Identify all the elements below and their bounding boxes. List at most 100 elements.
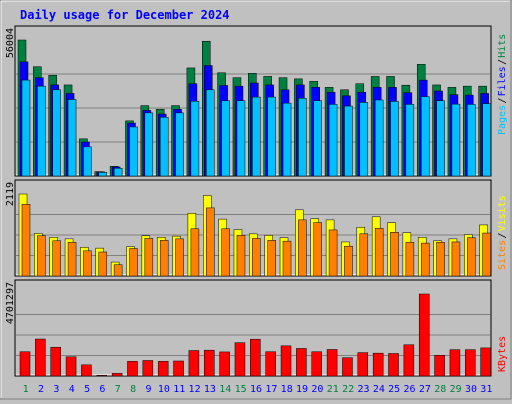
day-label-14: 14 xyxy=(219,384,231,395)
bar-pages-day-3 xyxy=(52,89,61,177)
bar-sites-day-28 xyxy=(436,242,445,277)
bar-sites-day-22 xyxy=(344,245,353,277)
bar-sites-day-3 xyxy=(52,240,61,277)
bar-sites-day-26 xyxy=(405,242,415,277)
legend-sites: Sites xyxy=(497,240,508,270)
bar-sites-day-30 xyxy=(467,237,476,277)
day-label-21: 21 xyxy=(327,384,339,395)
bar-pages-day-25 xyxy=(390,101,399,177)
bar-sites-day-4 xyxy=(67,242,77,277)
bar-sites-day-25 xyxy=(390,232,399,277)
bar-kbytes-day-8 xyxy=(127,361,138,377)
bar-kbytes-day-16 xyxy=(250,338,261,377)
day-label-9: 9 xyxy=(146,384,152,395)
bar-pages-day-26 xyxy=(405,104,415,177)
bar-kbytes-day-17 xyxy=(265,351,276,377)
day-label-27: 27 xyxy=(419,384,431,395)
day-label-15: 15 xyxy=(235,384,247,395)
bar-sites-day-17 xyxy=(267,240,276,277)
bar-sites-day-14 xyxy=(221,228,230,277)
bar-pages-day-9 xyxy=(144,112,154,177)
bar-kbytes-day-29 xyxy=(449,349,461,377)
legend-sep-3: / xyxy=(497,232,508,238)
bar-pages-day-14 xyxy=(221,100,230,177)
bar-pages-day-18 xyxy=(282,102,292,177)
day-label-19: 19 xyxy=(296,384,308,395)
bar-sites-day-8 xyxy=(129,248,138,277)
bar-kbytes-day-24 xyxy=(372,352,384,377)
bar-kbytes-day-21 xyxy=(326,349,338,377)
legend-kbytes: KBytes xyxy=(497,336,508,372)
day-label-18: 18 xyxy=(281,384,293,395)
bar-sites-day-29 xyxy=(451,241,461,277)
bar-pages-day-4 xyxy=(67,99,77,177)
bar-kbytes-day-7 xyxy=(111,373,123,377)
bar-pages-day-17 xyxy=(267,96,276,177)
day-label-16: 16 xyxy=(250,384,262,395)
day-label-7: 7 xyxy=(115,384,121,395)
bar-kbytes-day-22 xyxy=(342,357,353,377)
bar-pages-day-12 xyxy=(190,100,200,177)
bar-pages-day-30 xyxy=(467,104,476,177)
bar-pages-day-24 xyxy=(374,99,384,177)
bar-sites-day-24 xyxy=(374,228,384,277)
panel-3-max-label: 4701297 xyxy=(5,282,16,324)
bar-sites-day-21 xyxy=(328,229,338,277)
bar-pages-day-16 xyxy=(252,96,261,177)
bar-sites-day-1 xyxy=(21,204,31,277)
bar-sites-day-18 xyxy=(282,240,292,277)
chart-panels: 56004Pages/Files/Hits2119Sites/Visits470… xyxy=(5,25,508,395)
bar-sites-day-23 xyxy=(359,233,369,277)
bar-kbytes-day-27 xyxy=(418,293,430,377)
day-label-5: 5 xyxy=(84,384,90,395)
bar-kbytes-day-25 xyxy=(388,353,399,377)
day-label-31: 31 xyxy=(480,384,492,395)
bar-kbytes-day-6 xyxy=(96,375,108,377)
bar-pages-day-8 xyxy=(129,126,138,177)
bar-pages-day-27 xyxy=(420,96,430,177)
bar-sites-day-15 xyxy=(236,235,246,277)
day-label-28: 28 xyxy=(434,384,446,395)
day-label-3: 3 xyxy=(53,384,59,395)
bar-kbytes-day-13 xyxy=(204,349,215,377)
bar-sites-day-12 xyxy=(190,228,200,277)
legend-files: Files xyxy=(497,66,508,96)
bar-pages-day-29 xyxy=(451,103,461,177)
legend-sep-2: / xyxy=(497,59,508,65)
bar-kbytes-day-31 xyxy=(480,347,491,377)
bar-pages-day-2 xyxy=(37,85,46,177)
bar-sites-day-19 xyxy=(298,219,307,277)
day-label-20: 20 xyxy=(311,384,323,395)
day-label-12: 12 xyxy=(189,384,201,395)
bar-pages-day-10 xyxy=(159,116,169,177)
day-label-10: 10 xyxy=(158,384,170,395)
bar-sites-day-11 xyxy=(175,238,184,277)
bar-kbytes-day-3 xyxy=(50,346,61,377)
bar-pages-day-28 xyxy=(436,100,445,177)
bar-kbytes-day-4 xyxy=(65,356,77,377)
day-label-29: 29 xyxy=(450,384,462,395)
bar-kbytes-day-30 xyxy=(465,349,476,377)
day-label-6: 6 xyxy=(99,384,105,395)
legend-sep-1: / xyxy=(497,97,508,103)
bar-sites-day-16 xyxy=(252,238,261,277)
bar-pages-day-1 xyxy=(21,79,31,177)
bar-sites-day-2 xyxy=(37,235,46,277)
bar-kbytes-day-20 xyxy=(311,351,322,377)
bar-pages-day-11 xyxy=(175,112,184,177)
bar-kbytes-day-11 xyxy=(173,360,184,377)
bar-sites-day-13 xyxy=(206,207,215,277)
bar-pages-day-22 xyxy=(344,105,353,177)
chart-title: Daily usage for December 2024 xyxy=(20,8,230,22)
day-label-8: 8 xyxy=(130,384,136,395)
bar-pages-day-23 xyxy=(359,102,369,177)
bar-kbytes-day-12 xyxy=(188,350,200,377)
bar-pages-day-13 xyxy=(206,89,215,177)
bar-pages-day-15 xyxy=(236,100,246,177)
bar-pages-day-7 xyxy=(113,167,123,177)
day-label-24: 24 xyxy=(373,384,385,395)
bar-pages-day-20 xyxy=(313,100,322,177)
bar-kbytes-day-14 xyxy=(219,351,230,377)
bar-pages-day-21 xyxy=(328,104,338,177)
